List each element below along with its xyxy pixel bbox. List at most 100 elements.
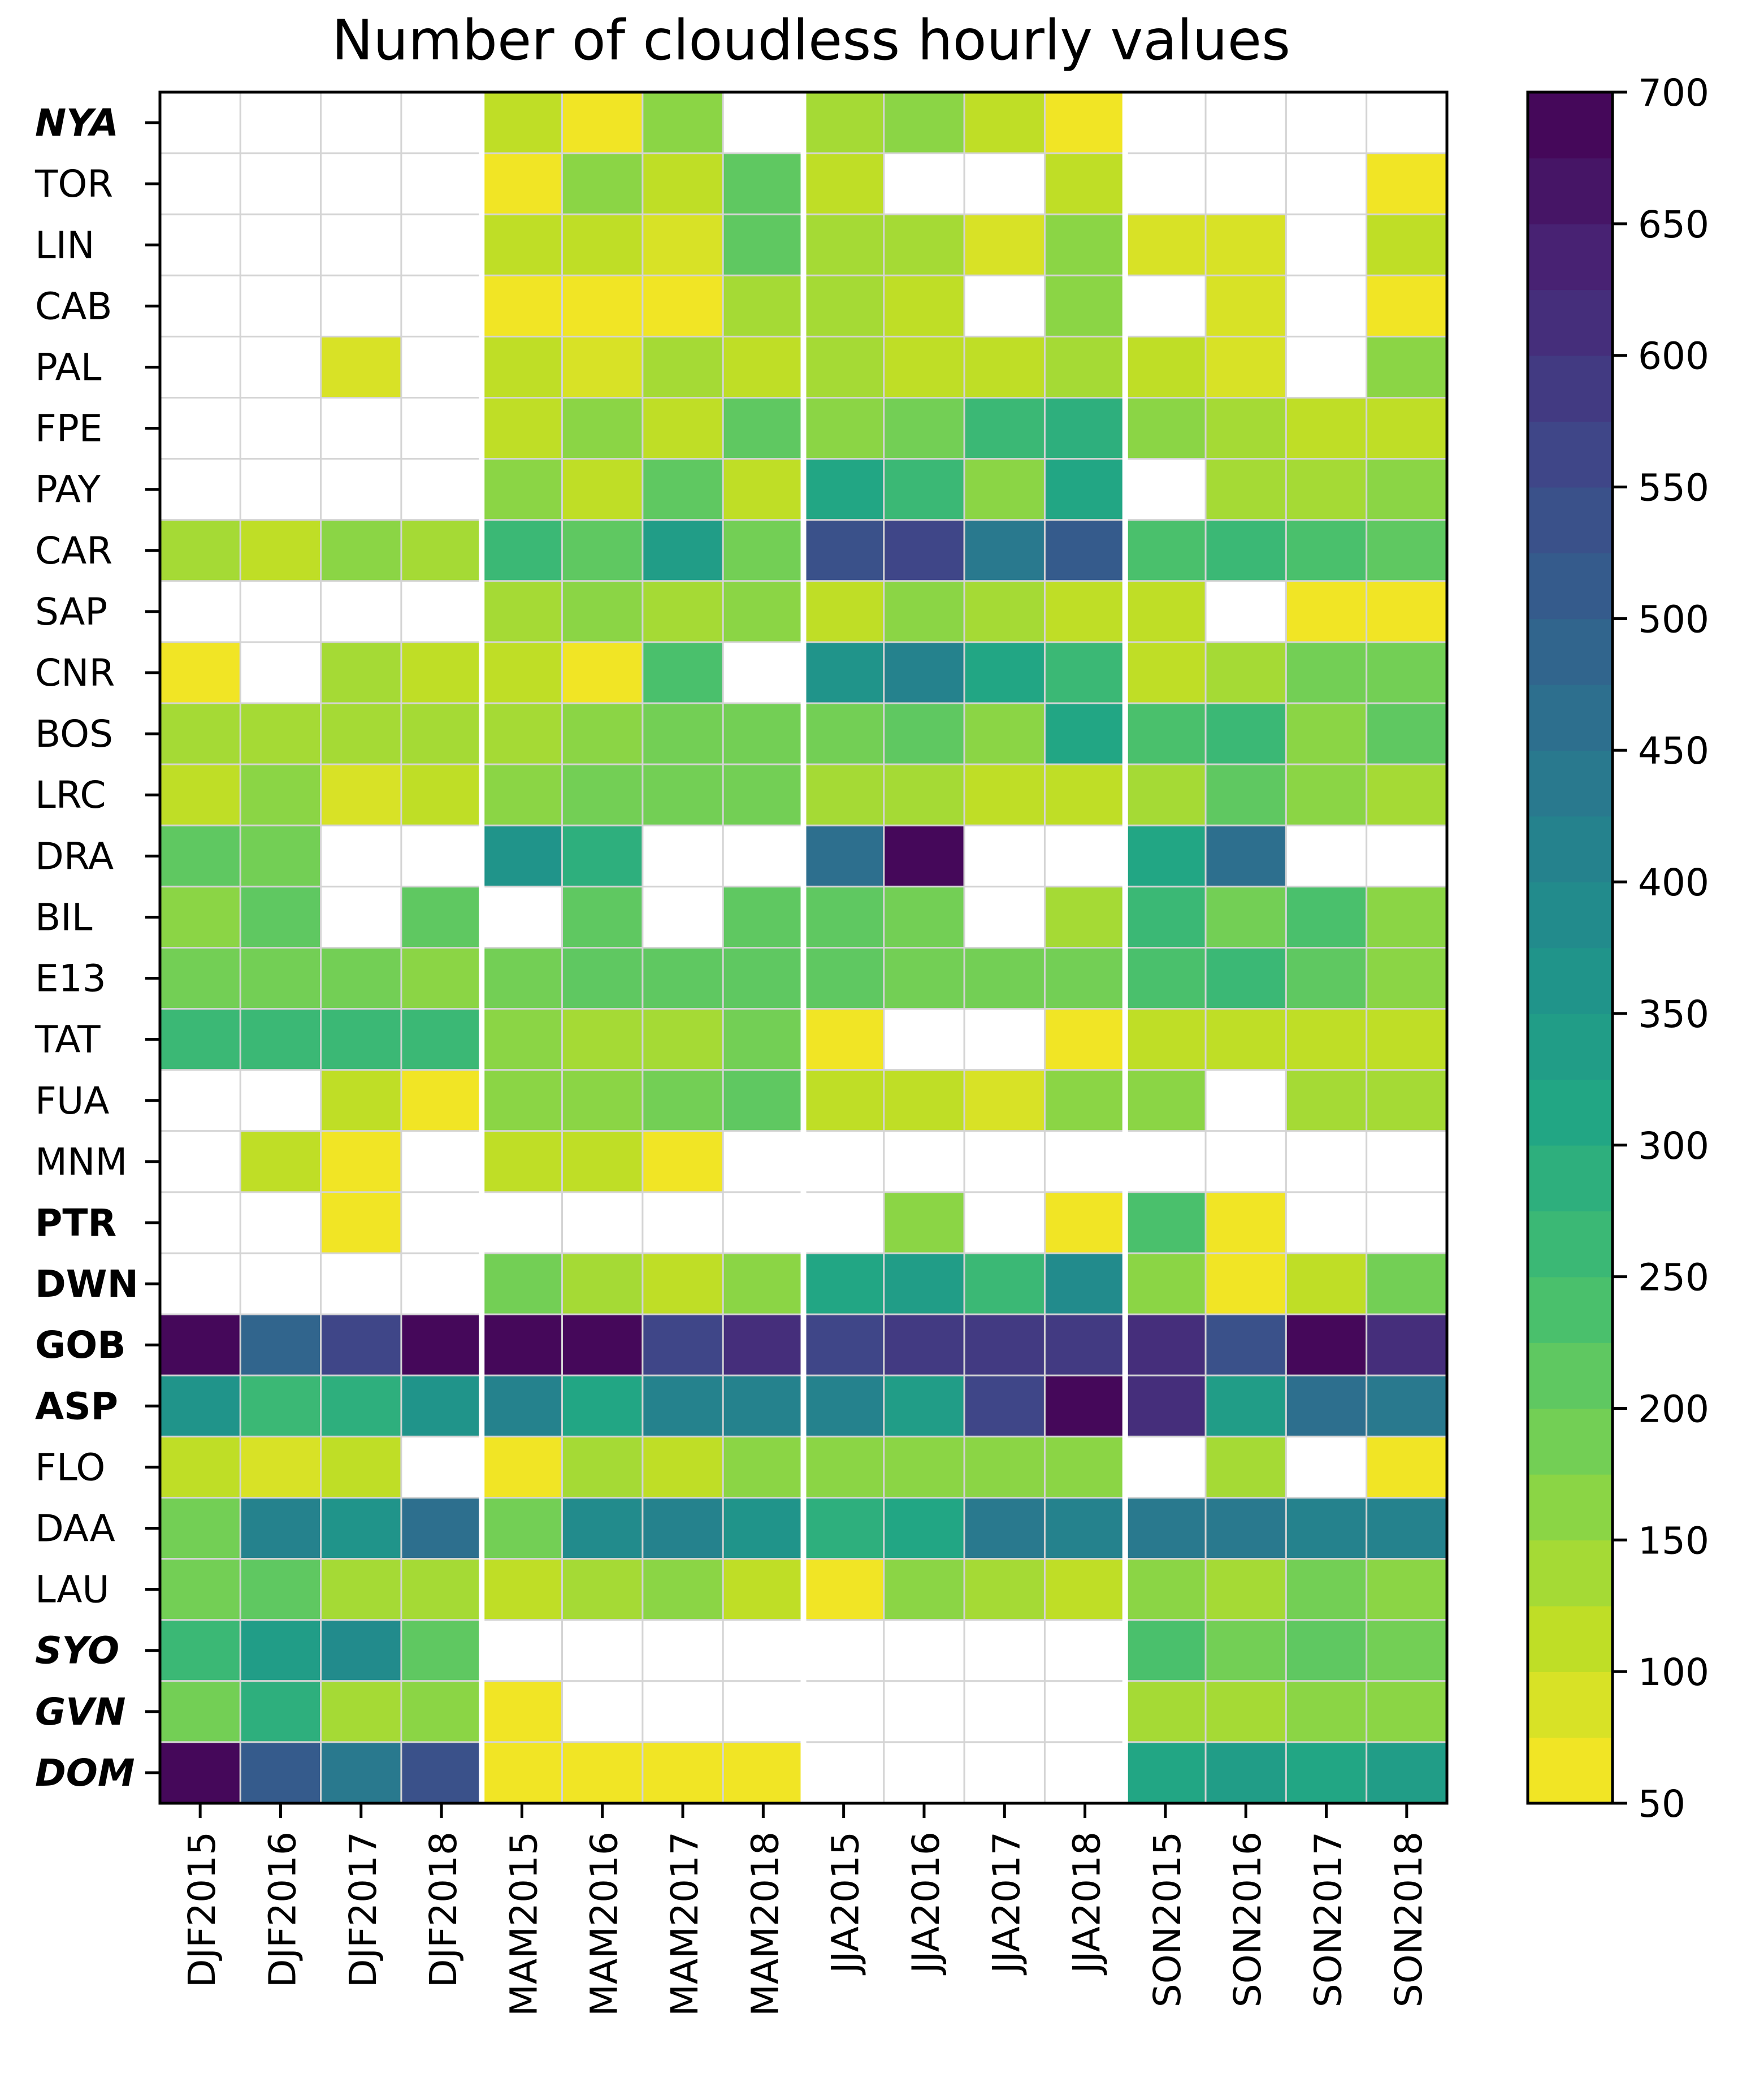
y-tick-label: LAU	[35, 1568, 110, 1612]
y-tick-label: BIL	[35, 895, 93, 939]
heatmap-cell	[722, 702, 804, 765]
heatmap-cell	[1366, 1558, 1448, 1621]
colorbar-segment	[1528, 355, 1613, 422]
heatmap-cell	[480, 1741, 564, 1804]
heatmap-cell	[320, 1435, 402, 1499]
heatmap-cell	[320, 274, 402, 337]
heatmap-cell	[722, 1558, 804, 1621]
colorbar-tick-label: 150	[1638, 1519, 1709, 1562]
heatmap-cell	[561, 1496, 644, 1560]
heatmap-cell	[963, 580, 1046, 643]
heatmap-cell	[320, 335, 402, 399]
heatmap-cell	[1204, 519, 1287, 582]
heatmap-cell	[1043, 91, 1126, 154]
heatmap-cell	[642, 1741, 724, 1804]
colorbar-segment	[1528, 947, 1613, 1014]
heatmap-cell	[480, 213, 564, 276]
heatmap-cell	[400, 152, 483, 215]
heatmap-cell	[883, 458, 965, 521]
heatmap-cell	[1204, 702, 1287, 765]
x-tick-label: SON2017	[1307, 1831, 1350, 2007]
heatmap-cell	[722, 1374, 804, 1437]
heatmap-cell	[1043, 580, 1126, 643]
heatmap-cell	[1124, 458, 1207, 521]
heatmap-cell	[320, 397, 402, 460]
heatmap-cell	[722, 1130, 804, 1193]
heatmap-cell	[1285, 397, 1368, 460]
colorbar-frame	[1526, 90, 1614, 1805]
heatmap-cell	[159, 763, 241, 826]
heatmap-cell	[883, 1680, 965, 1743]
colorbar-tick-label: 50	[1638, 1782, 1685, 1826]
heatmap-cell	[1043, 1496, 1126, 1560]
heatmap-cell	[480, 885, 564, 949]
y-tick-label: TOR	[34, 162, 113, 206]
heatmap-cell	[561, 1313, 644, 1376]
heatmap-cell	[963, 213, 1046, 276]
heatmap-cell	[480, 519, 564, 582]
heatmap-cell	[1204, 1558, 1287, 1621]
y-tick-label: ASP	[35, 1384, 118, 1428]
heatmap-cell	[239, 824, 322, 887]
heatmap-cell	[561, 1619, 644, 1682]
heatmap-cell	[1204, 1619, 1287, 1682]
heatmap-cell	[400, 702, 483, 765]
heatmap-cell	[1204, 641, 1287, 704]
heatmap-cell	[320, 1558, 402, 1621]
heatmap-cell	[1043, 1069, 1126, 1132]
heatmap-cell	[1285, 152, 1368, 215]
heatmap-cell	[642, 274, 724, 337]
heatmap-cell	[480, 641, 564, 704]
heatmap-cell	[561, 152, 644, 215]
heatmap-cell	[1366, 885, 1448, 949]
colorbar-segment	[1528, 750, 1613, 817]
heatmap-cell	[561, 213, 644, 276]
heatmap-cell	[1124, 335, 1207, 399]
heatmap-cell	[561, 91, 644, 154]
heatmap-cell	[1366, 763, 1448, 826]
heatmap-cell	[1124, 519, 1207, 582]
heatmap-cell	[239, 1741, 322, 1804]
heatmap-cell	[1204, 947, 1287, 1010]
heatmap-axes	[145, 90, 1449, 1818]
colorbar-segment	[1528, 1343, 1613, 1409]
heatmap-cell	[159, 274, 241, 337]
heatmap-cell	[320, 1741, 402, 1804]
heatmap-cell	[722, 824, 804, 887]
heatmap-cell	[239, 1313, 322, 1376]
heatmap-cell	[159, 1435, 241, 1499]
heatmap-cell	[561, 702, 644, 765]
heatmap-cell	[1043, 1191, 1126, 1254]
y-tick-label: FUA	[35, 1079, 109, 1123]
heatmap-cell	[963, 152, 1046, 215]
heatmap-cell	[480, 1313, 564, 1376]
heatmap-cell	[239, 1008, 322, 1071]
heatmap-cell	[883, 947, 965, 1010]
heatmap-cell	[1043, 1008, 1126, 1071]
heatmap-cell	[400, 519, 483, 582]
heatmap-cell	[480, 763, 564, 826]
heatmap-cell	[883, 1558, 965, 1621]
heatmap-cell	[803, 1191, 885, 1254]
x-tick-label: DJF2017	[341, 1831, 385, 1988]
heatmap-cell	[1285, 580, 1368, 643]
heatmap-cell	[803, 335, 885, 399]
heatmap-cell	[803, 824, 885, 887]
heatmap-cell	[1366, 947, 1448, 1010]
heatmap-cell	[1366, 1313, 1448, 1376]
heatmap-cell	[963, 1191, 1046, 1254]
colorbar-tick-label: 300	[1638, 1124, 1709, 1168]
heatmap-cell	[1204, 213, 1287, 276]
heatmap-cell	[803, 1741, 885, 1804]
heatmap-cell	[400, 1130, 483, 1193]
y-tick-labels: NYA TOR LIN CAB PAL FPE PAY CAR SAP CNR BOS LRC DRA B…	[34, 101, 138, 1795]
heatmap-cell	[1366, 1069, 1448, 1132]
y-tick-label: DRA	[35, 834, 114, 878]
heatmap-cell	[400, 1496, 483, 1560]
heatmap-cell	[1204, 885, 1287, 949]
heatmap-cell	[963, 458, 1046, 521]
heatmap-cell	[159, 641, 241, 704]
heatmap-cell	[1124, 1496, 1207, 1560]
heatmap-cell	[1366, 213, 1448, 276]
